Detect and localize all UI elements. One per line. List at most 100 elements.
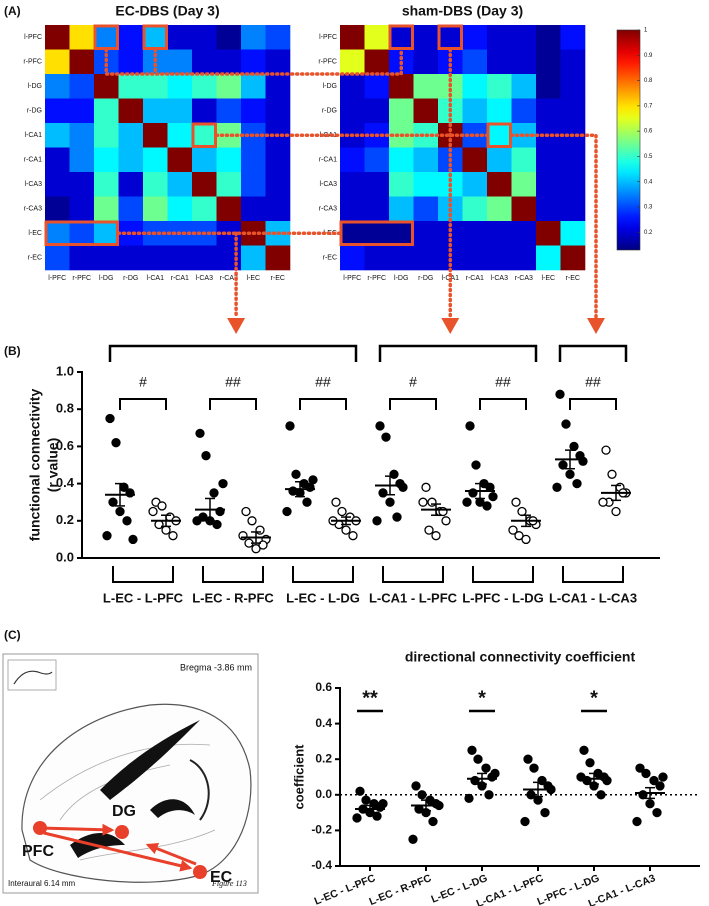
- x-tick-label: L-CA1 - L-PFC: [369, 590, 458, 605]
- data-point: [375, 421, 385, 431]
- colorbar-tick-label: 0.7: [644, 103, 653, 109]
- data-point: [602, 775, 612, 786]
- row-label: r-EC: [323, 255, 337, 262]
- heatmap-cell: [192, 172, 217, 197]
- data-point: [572, 478, 582, 489]
- heatmap-cell: [94, 245, 119, 271]
- heatmap-cell: [167, 196, 193, 222]
- heatmap-cell: [487, 221, 512, 246]
- heatmap-cell: [94, 98, 119, 124]
- x-tick-label: L-PFC - L-DG: [462, 590, 544, 605]
- data-point: [607, 469, 617, 479]
- category-bracket: [202, 566, 264, 583]
- row-label: l-DG: [28, 83, 42, 90]
- heatmap-cell: [364, 74, 390, 99]
- heatmap-cell: [536, 172, 561, 197]
- heatmap-cell: [69, 74, 95, 99]
- data-point: [389, 469, 399, 479]
- heatmap-cell: [45, 221, 70, 246]
- data-point: [378, 488, 388, 498]
- data-point: [111, 438, 121, 448]
- data-point: [523, 754, 533, 764]
- heatmap-cell: [364, 221, 390, 246]
- connector: [104, 47, 403, 76]
- significance-label: ##: [315, 374, 331, 390]
- data-point: [421, 482, 431, 492]
- connector-arrow: [587, 318, 605, 334]
- heatmap-cell: [167, 25, 193, 50]
- heatmap-cell: [143, 123, 168, 148]
- heatmap-cell: [536, 147, 561, 173]
- data-point: [473, 754, 483, 764]
- row-label: r-CA1: [24, 157, 42, 164]
- x-tick-label: L-EC - R-PFC: [192, 590, 274, 605]
- data-point: [431, 531, 441, 541]
- heatmap-cell: [560, 172, 586, 197]
- data-point: [381, 432, 391, 442]
- heatmap-cell: [536, 74, 561, 99]
- category-bracket: [382, 566, 444, 583]
- significance-label: *: [478, 687, 486, 709]
- heatmap-cell: [511, 245, 537, 271]
- row-label: l-EC: [28, 230, 42, 237]
- data-point: [408, 834, 418, 844]
- heatmap-cell: [511, 221, 537, 246]
- data-point: [645, 799, 655, 809]
- data-point: [641, 768, 651, 779]
- heatmap-cell: [413, 221, 439, 246]
- heatmap-cell: [364, 98, 390, 124]
- heatmap-cell: [69, 123, 95, 148]
- significance-label: #: [139, 374, 147, 390]
- heatmap-cell: [69, 49, 95, 75]
- y-tick-label: -0.2: [311, 823, 332, 837]
- heatmap-cell: [118, 196, 144, 222]
- heatmap-cell: [560, 98, 586, 124]
- heatmap-cell: [462, 147, 488, 173]
- colorbar-tick-label: 0.8: [644, 78, 653, 84]
- x-tick-label: L-EC - L-PFC: [103, 590, 184, 605]
- significance-bracket: [119, 398, 167, 410]
- data-point: [517, 506, 527, 517]
- heatmap-cell: [340, 98, 365, 124]
- significance-bracket: [569, 398, 617, 410]
- row-label: l-DG: [323, 83, 337, 90]
- heatmap-cell: [118, 147, 144, 173]
- heatmap-cell: [216, 49, 242, 75]
- heatmap-cell: [167, 147, 193, 173]
- significance-bracket: [389, 398, 437, 410]
- heatmap-cell: [487, 123, 512, 148]
- heatmap-cell: [364, 245, 390, 271]
- column-label: r-CA1: [466, 275, 484, 282]
- heatmap-cell: [241, 147, 266, 173]
- y-tick-label: -0.4: [311, 858, 332, 872]
- data-point: [601, 445, 611, 455]
- heatmap-cell: [511, 147, 537, 173]
- y-tick-label: 0.2: [56, 512, 74, 527]
- heatmap-cell: [241, 49, 266, 75]
- column-label: l-DG: [394, 275, 408, 282]
- category-bracket: [112, 566, 174, 583]
- heatmap-cell: [389, 196, 414, 222]
- heatmap-cell: [192, 123, 217, 148]
- column-label: l-CA3: [195, 275, 213, 282]
- column-label: l-EC: [246, 275, 260, 282]
- heatmap-cell: [364, 49, 390, 75]
- heatmap-cell: [241, 196, 266, 222]
- category-bracket: [292, 566, 354, 583]
- column-label: r-CA3: [220, 275, 238, 282]
- heatmap-cell: [94, 172, 119, 197]
- data-point: [540, 807, 550, 818]
- bregma-label: Bregma -3.86 mm: [180, 662, 252, 672]
- data-point: [526, 790, 536, 800]
- heatmap-cell: [192, 147, 217, 173]
- brain-diagram: Bregma -3.86 mm Interaural 6.14 mm Figur…: [2, 653, 259, 894]
- data-point: [520, 816, 530, 827]
- heatmap-cell: [45, 172, 70, 197]
- heatmap-cell: [487, 49, 512, 75]
- data-point: [372, 811, 382, 821]
- category-bracket: [472, 566, 534, 583]
- heatmap-cell: [216, 172, 242, 197]
- heatmap-cell: [69, 196, 95, 222]
- heatmap-cell: [143, 147, 168, 173]
